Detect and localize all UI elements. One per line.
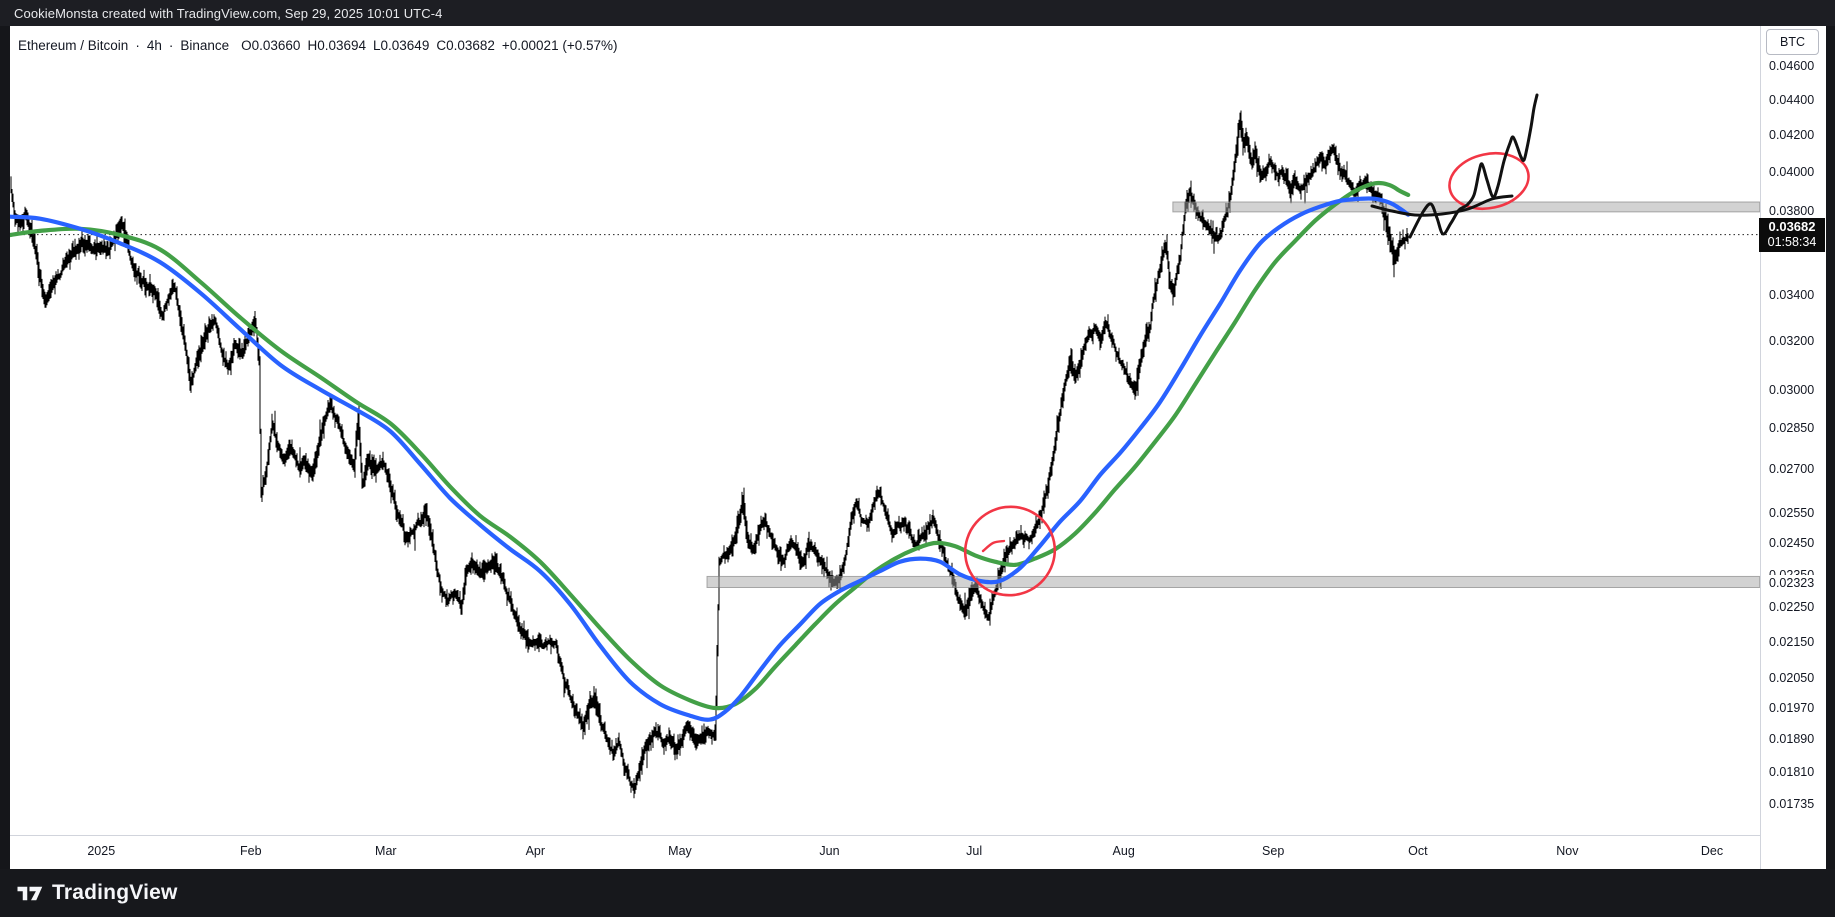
price-tick-label: 0.04600 bbox=[1769, 59, 1815, 74]
price-axis[interactable]: BTC 0.03682 01:58:34 0.04600 0.04400 0.042… bbox=[1759, 26, 1826, 869]
time-axis[interactable]: 2025 Feb Mar Apr May Jun Jul Aug Sep Oct Nov Dec bbox=[10, 835, 1826, 869]
time-tick-label: Feb bbox=[239, 844, 262, 858]
price-tick-label: 0.02050 bbox=[1769, 670, 1815, 685]
last-price-value: 0.03682 bbox=[1768, 219, 1816, 235]
price-tick-label: 0.02550 bbox=[1769, 505, 1815, 520]
separator-dot: · bbox=[135, 37, 140, 53]
price-tick-label: 0.04000 bbox=[1769, 164, 1815, 179]
time-tick-label: Mar bbox=[375, 844, 397, 858]
price-tick-label: 0.01810 bbox=[1769, 765, 1815, 780]
ohlc-high: H0.03694 bbox=[307, 37, 367, 53]
tradingview-wordmark[interactable]: TradingView bbox=[52, 881, 178, 904]
price-tick-label: 0.03400 bbox=[1769, 287, 1815, 302]
price-tick-label: 0.03200 bbox=[1769, 333, 1815, 348]
attribution-text: CookieMonsta created with TradingView.co… bbox=[14, 5, 443, 21]
time-tick-label: Sep bbox=[1262, 844, 1285, 858]
time-tick-label: Dec bbox=[1700, 844, 1724, 858]
ohlc-close: C0.03682 bbox=[436, 37, 495, 53]
red-circle-tail bbox=[981, 539, 1006, 553]
time-tick-label: May bbox=[668, 844, 692, 858]
symbol-header: Ethereum / Bitcoin · 4h · Binance O0.036… bbox=[18, 36, 617, 54]
price-tick-label: 0.02450 bbox=[1769, 535, 1815, 550]
price-zone[interactable] bbox=[706, 575, 1760, 588]
price-tick-label: 0.02700 bbox=[1769, 462, 1815, 477]
interval-label[interactable]: 4h bbox=[146, 37, 162, 53]
price-tick-label: 0.01735 bbox=[1769, 797, 1815, 812]
price-tick-label: 0.04200 bbox=[1769, 127, 1815, 142]
price-tick-label: 0.03000 bbox=[1769, 382, 1815, 397]
change-value: +0.00021 (+0.57%) bbox=[501, 37, 618, 53]
pen-projection-stroke[interactable] bbox=[1408, 93, 1539, 239]
price-tick-label: 0.02150 bbox=[1769, 634, 1815, 649]
price-tick-label: 0.01970 bbox=[1769, 701, 1815, 716]
time-tick-label: Jul bbox=[966, 844, 983, 858]
time-tick-label: 2025 bbox=[87, 844, 116, 858]
tradingview-logo-icon[interactable] bbox=[16, 881, 43, 906]
price-tick-label: 0.02323 bbox=[1769, 575, 1818, 592]
exchange-label[interactable]: Binance bbox=[180, 37, 230, 53]
ma-fast-line bbox=[10, 196, 1411, 722]
time-tick-label: Aug bbox=[1112, 844, 1135, 858]
separator-dot: · bbox=[168, 37, 174, 53]
footer-bar: TradingView bbox=[0, 869, 1835, 917]
ohlc-low: L0.03649 bbox=[373, 37, 430, 53]
chart-panel bbox=[10, 26, 1826, 869]
currency-toggle-chip[interactable]: BTC bbox=[1766, 29, 1819, 55]
last-price-badge: 0.03682 01:58:34 bbox=[1759, 217, 1825, 252]
time-tick-label: Oct bbox=[1408, 844, 1428, 858]
symbol-title[interactable]: Ethereum / Bitcoin bbox=[18, 37, 129, 53]
time-tick-label: Nov bbox=[1556, 844, 1579, 858]
price-tick-label: 0.04400 bbox=[1769, 92, 1815, 107]
attribution-bar: CookieMonsta created with TradingView.co… bbox=[0, 0, 1835, 26]
bar-countdown: 01:58:34 bbox=[1767, 235, 1817, 250]
price-tick-label: 0.01890 bbox=[1769, 732, 1815, 747]
red-circle-annotation[interactable] bbox=[1444, 146, 1533, 215]
ma-slow-line bbox=[10, 180, 1411, 711]
price-tick-label: 0.03800 bbox=[1769, 203, 1815, 218]
red-circle-annotation[interactable] bbox=[950, 491, 1071, 611]
pen-projection-stroke[interactable] bbox=[1370, 194, 1514, 217]
time-tick-label: Apr bbox=[525, 844, 546, 858]
ohlc-open: O0.03660 bbox=[241, 37, 301, 53]
time-tick-label: Jun bbox=[819, 844, 840, 858]
price-tick-label: 0.02250 bbox=[1769, 600, 1815, 615]
candlestick-series bbox=[10, 110, 1409, 799]
price-tick-label: 0.02850 bbox=[1769, 421, 1815, 436]
